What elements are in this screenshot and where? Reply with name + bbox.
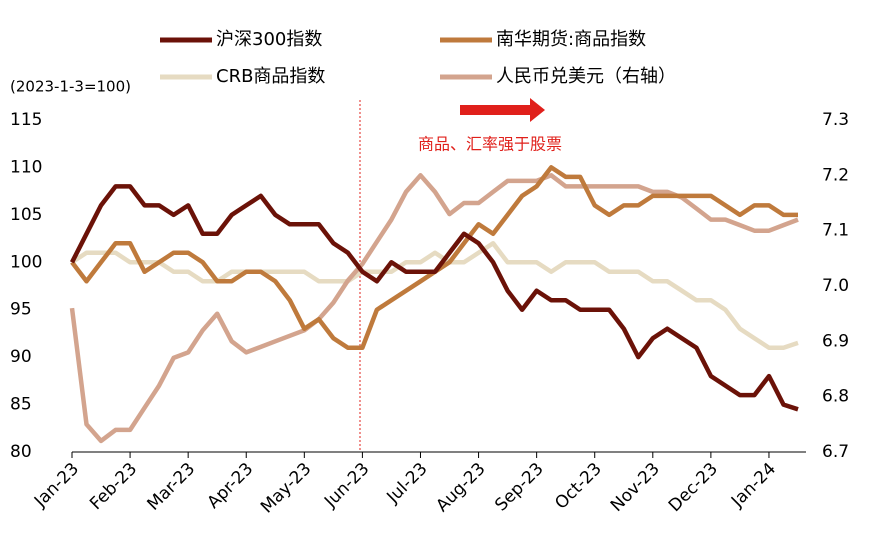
series-line <box>69 184 799 412</box>
x-tick-label: Dec-23 <box>665 459 722 516</box>
legend-label: 人民币兑美元（右轴） <box>496 66 676 87</box>
x-tick-label: Jul-23 <box>383 459 432 508</box>
series-line <box>70 241 799 350</box>
x-tick-label: Feb-23 <box>86 459 141 514</box>
y-tick-label: 105 <box>10 205 42 225</box>
x-tick-label: Oct-23 <box>551 459 606 514</box>
x-tick-label: Mar-23 <box>144 459 200 515</box>
x-tick-label: Aug-23 <box>432 459 489 516</box>
x-tick-label: Sep-23 <box>491 459 547 515</box>
y-tick-label: 85 <box>10 395 32 415</box>
y2-tick-label: 6.7 <box>822 442 849 462</box>
y-tick-label: 100 <box>10 252 42 272</box>
x-tick-label: Nov-23 <box>607 459 664 516</box>
x-tick-label: May-23 <box>257 459 315 517</box>
y-tick-label: 110 <box>10 157 42 177</box>
y2-tick-label: 7.3 <box>822 110 849 130</box>
y-tick-label: 115 <box>10 110 42 130</box>
x-tick-label: Jan-24 <box>727 459 780 512</box>
annotation: 商品、汇率强于股票 <box>418 135 562 154</box>
legend-label: CRB商品指数 <box>216 66 325 87</box>
x-tick-label: Jan-23 <box>30 459 83 512</box>
axis-note: (2023-1-3=100) <box>10 78 131 96</box>
x-tick-label: Jun-23 <box>320 459 373 512</box>
y-tick-label: 90 <box>10 347 32 367</box>
y-tick-label: 95 <box>10 300 32 320</box>
x-tick-label: Apr-23 <box>204 459 258 513</box>
legend-label: 沪深300指数 <box>216 29 322 50</box>
y2-tick-label: 6.8 <box>822 387 849 407</box>
y2-tick-label: 7.0 <box>822 276 849 296</box>
y2-tick-label: 6.9 <box>822 331 849 351</box>
series-line <box>69 173 799 444</box>
y2-tick-label: 7.1 <box>822 221 849 241</box>
legend-label: 南华期货:商品指数 <box>496 29 646 50</box>
arrow <box>460 98 545 122</box>
y2-tick-label: 7.2 <box>822 165 849 185</box>
y-tick-label: 80 <box>10 442 32 462</box>
